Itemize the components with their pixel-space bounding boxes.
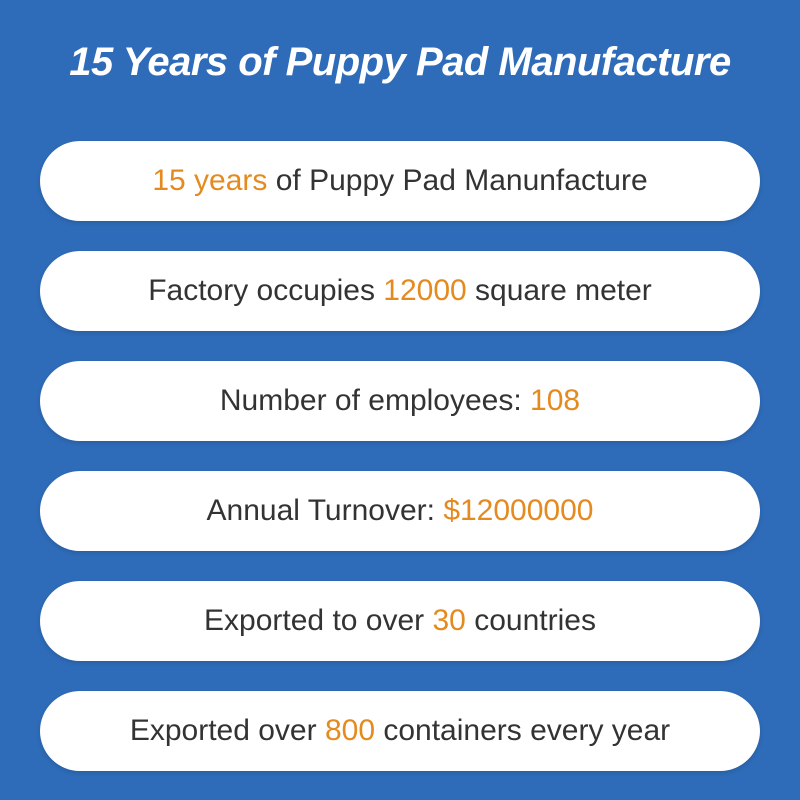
text-segment: countries	[466, 604, 596, 637]
text-segment: Exported over	[130, 714, 325, 747]
highlight-segment: 30	[433, 604, 466, 637]
text-segment: containers every year	[375, 714, 670, 747]
text-segment: of Puppy Pad Manunfacture	[267, 164, 647, 197]
fact-pill: Factory occupies 12000 square meter	[40, 251, 760, 331]
fact-pill: Annual Turnover: $12000000	[40, 471, 760, 551]
highlight-segment: 800	[325, 714, 375, 747]
fact-pill: Exported to over 30 countries	[40, 581, 760, 661]
fact-pill: Number of employees: 108	[40, 361, 760, 441]
highlight-segment: 15 years	[152, 164, 267, 197]
text-segment: Annual Turnover:	[207, 494, 444, 527]
infographic-container: 15 Years of Puppy Pad Manufacture 15 yea…	[0, 0, 800, 800]
fact-text: Exported to over 30 countries	[204, 604, 596, 638]
text-segment: Number of employees:	[220, 384, 530, 417]
fact-text: Factory occupies 12000 square meter	[148, 274, 652, 308]
fact-text: Number of employees: 108	[220, 384, 580, 418]
fact-text: Annual Turnover: $12000000	[207, 494, 594, 528]
text-segment: Factory occupies	[148, 274, 383, 307]
fact-pill: 15 years of Puppy Pad Manunfacture	[40, 141, 760, 221]
page-title: 15 Years of Puppy Pad Manufacture	[40, 40, 760, 85]
fact-text: Exported over 800 containers every year	[130, 714, 670, 748]
highlight-segment: 12000	[383, 274, 466, 307]
highlight-segment: 108	[530, 384, 580, 417]
highlight-segment: $12000000	[443, 494, 593, 527]
fact-pill: Exported over 800 containers every year	[40, 691, 760, 771]
text-segment: Exported to over	[204, 604, 432, 637]
text-segment: square meter	[467, 274, 652, 307]
fact-text: 15 years of Puppy Pad Manunfacture	[152, 164, 647, 198]
fact-list: 15 years of Puppy Pad Manunfacture Factor…	[40, 141, 760, 771]
